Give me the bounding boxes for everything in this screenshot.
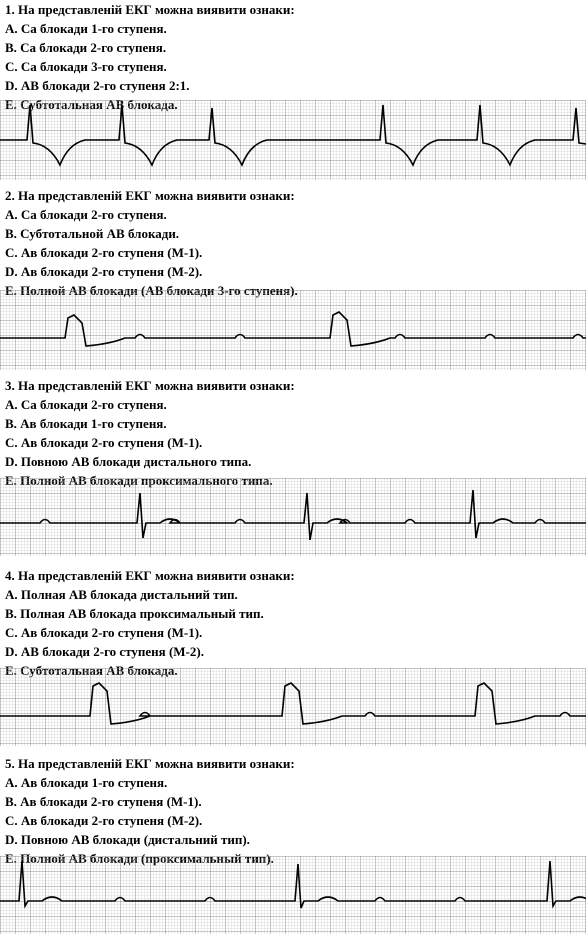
ecg-strip [0,290,586,370]
question-title: 4. На представленій ЕКГ можна виявити оз… [5,568,295,583]
question-title: 3. На представленій ЕКГ можна виявити оз… [5,378,295,393]
answer-option: A. Ав блокади 1-го ступеня. [5,775,168,790]
ecg-strip [0,478,586,556]
ecg-trace [0,489,586,541]
ecg-trace [0,682,586,725]
answer-option: D. Ав блокади 2-го ступеня (М-2). [5,264,203,279]
answer-option: B. Са блокади 2-го ступеня. [5,40,167,55]
answer-option: C. Ав блокади 2-го ступеня (М-1). [5,435,203,450]
ecg-trace [0,311,586,347]
answer-option: D. Повною АВ блокади дистального типа. [5,454,252,469]
ecg-grid [0,290,586,370]
question-title: 2. На представленій ЕКГ можна виявити оз… [5,188,295,203]
answer-option: A. Полная АВ блокада дистальний тип. [5,587,238,602]
answer-option: B. Субтотальной АВ блокади. [5,226,180,241]
question-title: 1. На представленій ЕКГ можна виявити оз… [5,2,295,17]
answer-option: D. АВ блокади 2-го ступеня (М-2). [5,644,204,659]
ecg-strip [0,856,586,934]
answer-option: C. Ав блокади 2-го ступеня (М-2). [5,813,203,828]
answer-option: C. Ав блокади 2-го ступеня (М-1). [5,245,203,260]
answer-option: D. АВ блокади 2-го ступеня 2:1. [5,78,190,93]
answer-option: C. Са блокади 3-го ступеня. [5,59,167,74]
answer-option: B. Ав блокади 1-го ступеня. [5,416,167,431]
answer-option: A. Са блокади 2-го ступеня. [5,207,167,222]
ecg-trace [0,104,586,167]
ecg-grid [0,856,586,934]
ecg-trace [0,860,586,909]
answer-option: B. Полная АВ блокада проксимальный тип. [5,606,264,621]
answer-option: A. Са блокади 2-го ступеня. [5,397,167,412]
answer-option: D. Повною АВ блокади (дистальний тип). [5,832,250,847]
answer-option: B. Ав блокади 2-го ступеня (М-1). [5,794,202,809]
ecg-strip [0,100,586,180]
answer-option: A. Са блокади 1-го ступеня. [5,21,167,36]
ecg-grid [0,478,586,556]
question-title: 5. На представленій ЕКГ можна виявити оз… [5,756,295,771]
ecg-grid [0,668,586,746]
ecg-strip [0,668,586,746]
answer-option: C. Ав блокади 2-го ступеня (М-1). [5,625,203,640]
